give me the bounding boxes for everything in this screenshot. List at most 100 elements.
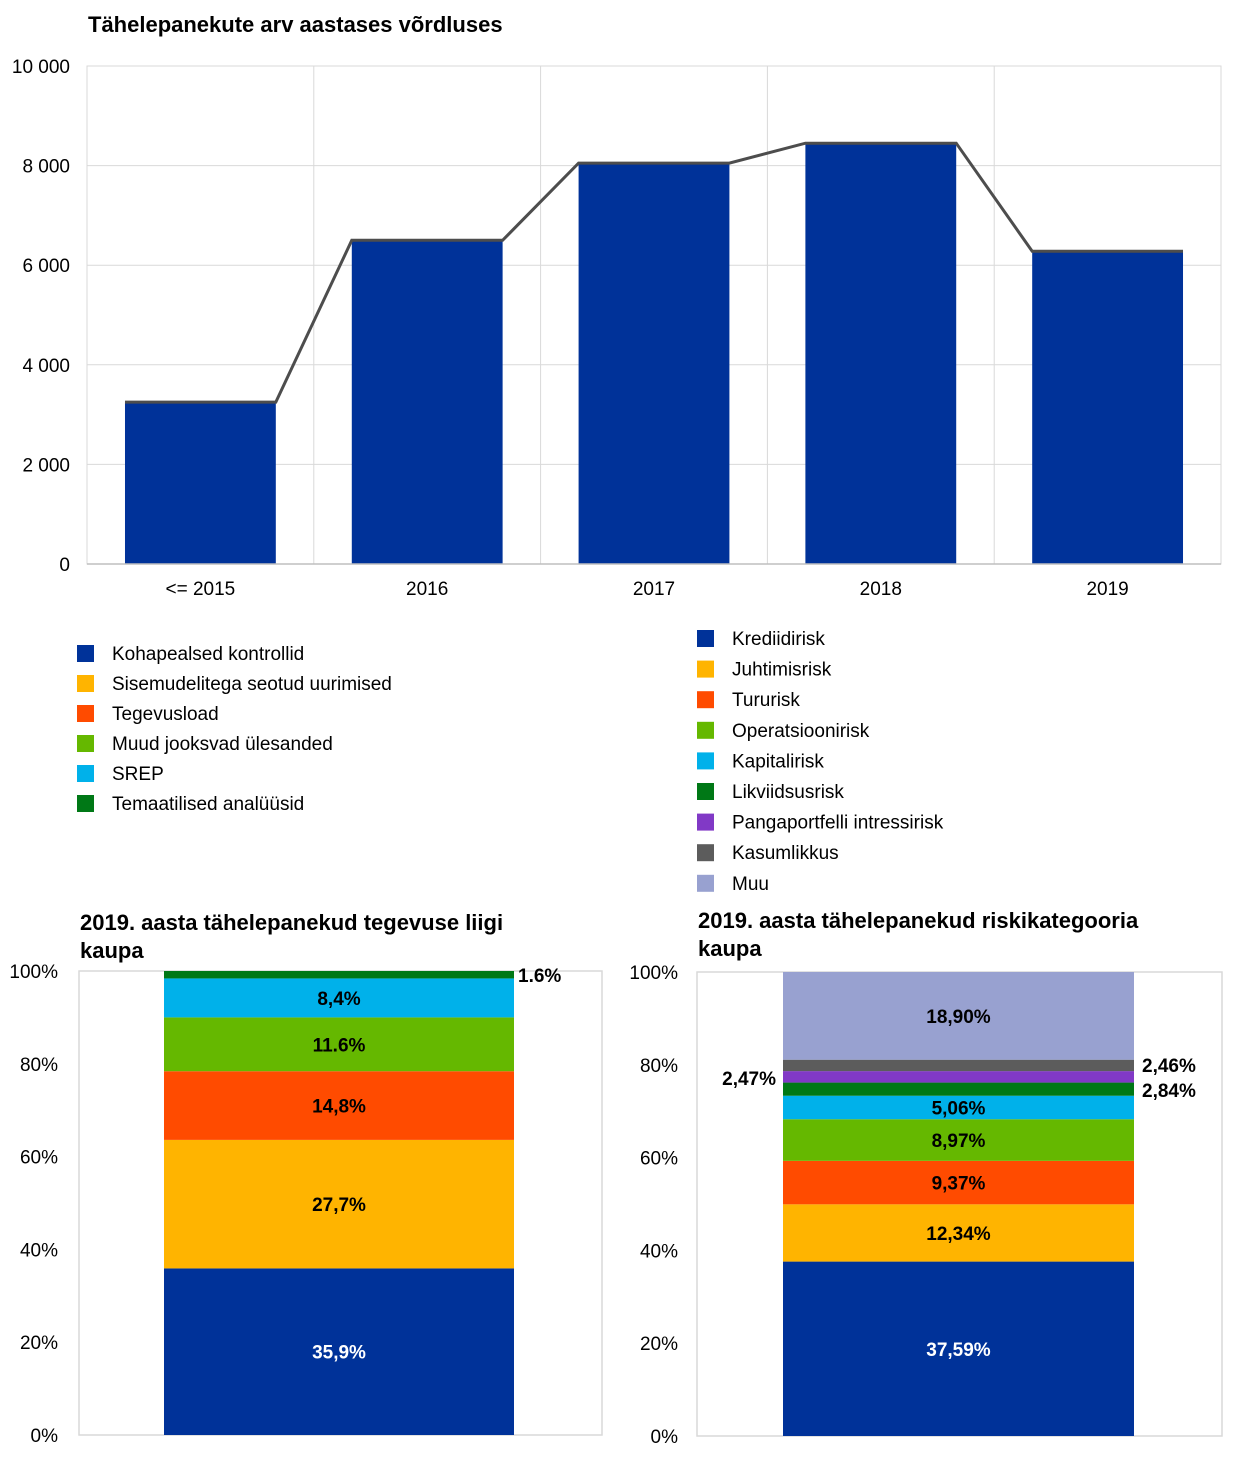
- stack-segment: [164, 1071, 514, 1140]
- bar-chart: 0 2 000 4 000 6 000 8 000 10 000 <= 2015 2016 20…: [12, 57, 1222, 600]
- y-tick-label: 80%: [20, 1055, 58, 1076]
- legend-label: Tururisk: [732, 690, 800, 711]
- stack-segment: [783, 1071, 1134, 1083]
- bar: [1032, 251, 1184, 565]
- legend-swatch: [77, 705, 94, 722]
- stack-segment: [164, 1268, 514, 1435]
- bar: [805, 143, 957, 564]
- y-tick-label: 60%: [640, 1149, 678, 1170]
- risk-stacked-chart: 0% 20% 40% 60% 80% 100% 37,59% 12,34% 9,37% 8,97%…: [629, 963, 1223, 1448]
- data-label: 8,4%: [317, 989, 360, 1010]
- activity-chart-title-line1: 2019. aasta tähelepanekud tegevuse liigi: [80, 910, 503, 935]
- y-tick-label: 6 000: [22, 256, 70, 277]
- stack-segment: [783, 1059, 1134, 1072]
- legend-label: Kohapealsed kontrollid: [112, 644, 304, 665]
- legend-label: Kasumlikkus: [732, 843, 839, 864]
- data-label: 5,06%: [932, 1098, 986, 1119]
- legend-label: Muu: [732, 874, 769, 895]
- stack-segment: [783, 972, 1134, 1060]
- stack-segment: [783, 1160, 1134, 1205]
- legend-label: Temaatilised analüüsid: [112, 794, 304, 815]
- stack-segment: [164, 971, 514, 979]
- risk-chart-title-line2: kaupa: [698, 936, 762, 961]
- legend-swatch: [697, 783, 714, 800]
- data-label: 8,97%: [932, 1131, 986, 1152]
- stack-segment: [783, 1095, 1134, 1120]
- y-tick-label: 4 000: [22, 356, 70, 377]
- legend-swatch: [697, 874, 714, 892]
- data-label: 2,47%: [722, 1069, 776, 1090]
- legend-swatch: [77, 795, 94, 812]
- legend-label: Pangaportfelli intressirisk: [732, 813, 944, 834]
- stack-segment: [164, 1017, 514, 1072]
- data-label: 11.6%: [313, 1035, 366, 1056]
- data-label: 12,34%: [926, 1224, 991, 1245]
- legend-swatch: [697, 844, 714, 862]
- y-tick-label: 20%: [20, 1333, 58, 1354]
- legend-activity: Kohapealsed kontrollid Sisemudelitega seo…: [77, 644, 392, 815]
- data-label: 27,7%: [312, 1195, 366, 1216]
- data-label: 18,90%: [926, 1007, 991, 1028]
- y-tick-label: 60%: [20, 1148, 58, 1169]
- activity-chart-title-line2: kaupa: [80, 938, 144, 963]
- legend-swatch: [697, 813, 714, 831]
- x-tick-label: 2018: [860, 579, 902, 600]
- y-tick-label: 40%: [20, 1240, 58, 1261]
- legend-swatch: [77, 765, 94, 782]
- legend-label: Operatsioonirisk: [732, 721, 870, 742]
- stack-segment: [783, 1119, 1134, 1161]
- y-tick-label: 40%: [640, 1241, 678, 1262]
- y-tick-label: 80%: [640, 1056, 678, 1077]
- data-label: 2,84%: [1142, 1081, 1196, 1102]
- legend-label: Muud jooksvad ülesanded: [112, 734, 333, 755]
- bar: [124, 402, 276, 564]
- activity-stacked-chart: 0% 20% 40% 60% 80% 100% 35,9% 27,7% 14,8% 11.6% 8,…: [9, 962, 603, 1447]
- legend-swatch: [77, 675, 94, 692]
- y-tick-label: 0%: [651, 1427, 679, 1448]
- risk-chart-title-line1: 2019. aasta tähelepanekud riskikategoori…: [698, 908, 1139, 933]
- series-line: [124, 141, 1184, 404]
- y-tick-label: 100%: [629, 963, 678, 984]
- legend-swatch: [77, 645, 94, 662]
- y-tick-label: 8 000: [22, 157, 70, 178]
- legend-label: SREP: [112, 764, 164, 785]
- y-tick-label: 20%: [640, 1334, 678, 1355]
- legend-swatch: [697, 752, 714, 770]
- stack-segment: [164, 978, 514, 1018]
- x-tick-label: 2016: [406, 579, 448, 600]
- data-label: 14,8%: [312, 1097, 366, 1118]
- legend-swatch: [697, 630, 714, 647]
- data-label: 2,46%: [1142, 1056, 1196, 1077]
- stack-segment: [164, 1139, 514, 1269]
- stack-segment: [783, 1082, 1134, 1096]
- y-tick-label: 0: [59, 555, 70, 576]
- x-tick-label: 2019: [1086, 579, 1128, 600]
- legend-label: Tegevusload: [112, 704, 219, 725]
- y-tick-label: 0%: [31, 1426, 59, 1447]
- legend-swatch: [697, 721, 714, 739]
- legend-label: Sisemudelitega seotud uurimised: [112, 674, 392, 695]
- bar: [578, 163, 730, 565]
- legend-risk: Krediidirisk Juhtimisrisk Tururisk Operatsi…: [697, 629, 944, 895]
- legend-swatch: [697, 660, 714, 678]
- data-label: 9,37%: [932, 1174, 986, 1195]
- data-label: 37,59%: [926, 1340, 991, 1361]
- bar: [351, 240, 503, 565]
- data-label: 1.6%: [518, 966, 561, 987]
- x-tick-label: <= 2015: [166, 579, 236, 600]
- y-tick-label: 100%: [9, 962, 58, 983]
- legend-label: Juhtimisrisk: [732, 660, 832, 681]
- chart-title: Tähelepanekute arv aastases võrdluses: [88, 12, 503, 37]
- x-tick-label: 2017: [633, 579, 675, 600]
- legend-swatch: [697, 691, 714, 709]
- legend-label: Likviidsusrisk: [732, 782, 844, 803]
- stack-segment: [783, 1261, 1134, 1436]
- y-tick-label: 10 000: [12, 57, 70, 78]
- stack-segment: [783, 1204, 1134, 1262]
- legend-swatch: [77, 735, 94, 752]
- legend-label: Krediidirisk: [732, 629, 825, 650]
- data-label: 35,9%: [312, 1343, 366, 1364]
- legend-label: Kapitalirisk: [732, 751, 824, 772]
- y-tick-label: 2 000: [22, 455, 70, 476]
